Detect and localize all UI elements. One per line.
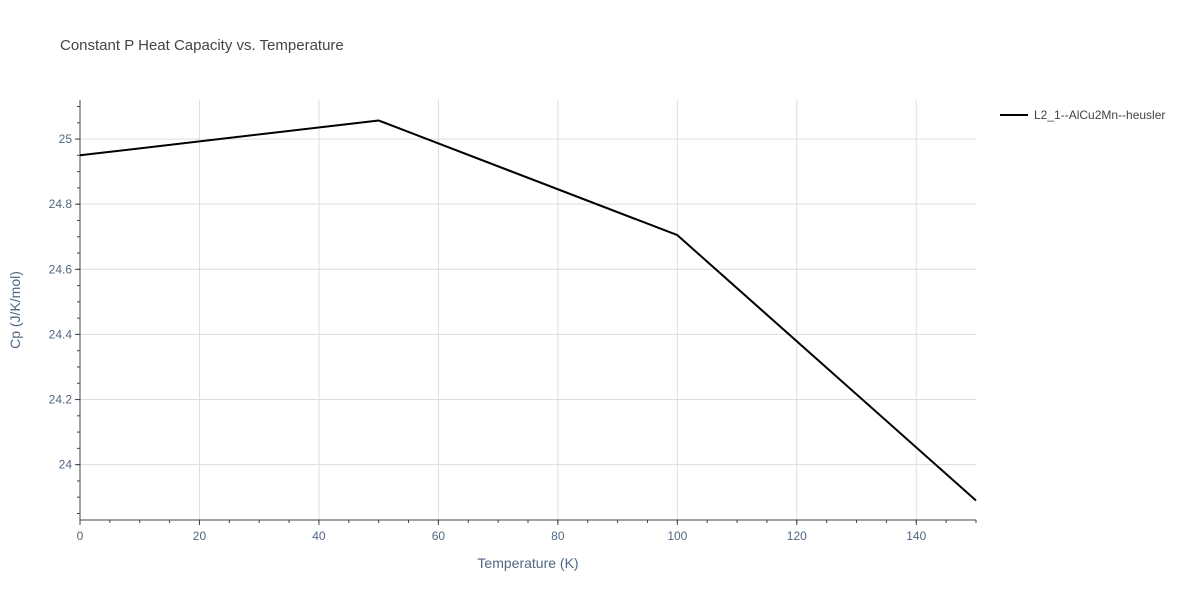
x-tick-label: 40 <box>312 529 326 543</box>
chart-title: Constant P Heat Capacity vs. Temperature <box>60 37 344 54</box>
x-tick-label: 120 <box>787 529 807 543</box>
y-tick-label: 24.2 <box>49 393 73 407</box>
x-axis-title: Temperature (K) <box>477 555 578 571</box>
x-tick-label: 80 <box>551 529 565 543</box>
series-line <box>79 119 977 502</box>
y-tick-label: 24.6 <box>49 262 73 276</box>
x-tick-label: 140 <box>906 529 926 543</box>
y-tick-label: 24.8 <box>49 197 73 211</box>
x-tick-label: 20 <box>193 529 207 543</box>
y-tick-label: 24.4 <box>49 327 73 341</box>
y-axis-title: Cp (J/K/mol) <box>7 271 23 349</box>
x-tick-label: 100 <box>667 529 687 543</box>
series-layer <box>79 119 977 502</box>
legend[interactable]: L2_1--AlCu2Mn--heusler <box>1000 108 1165 122</box>
grid-layer <box>80 100 976 520</box>
y-tick-label: 24 <box>59 458 73 472</box>
legend-label: L2_1--AlCu2Mn--heusler <box>1034 108 1165 122</box>
axes-layer: 0 20 40 60 80 100 120 140 24 24.2 24.4 24.6 24.8 25 <box>49 100 977 543</box>
x-tick-label: 60 <box>432 529 446 543</box>
x-tick-label: 0 <box>77 529 84 543</box>
y-tick-label: 25 <box>59 132 73 146</box>
